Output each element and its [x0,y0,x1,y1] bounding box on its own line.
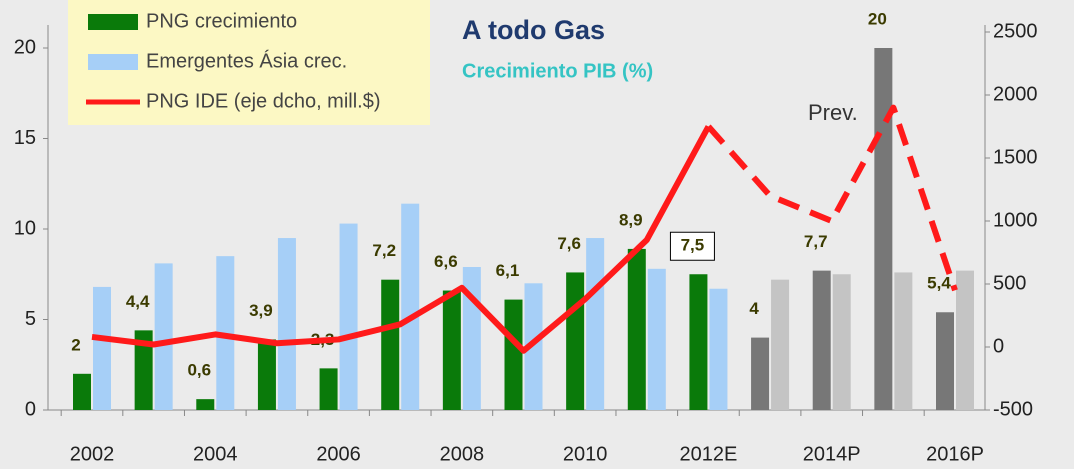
bar [134,330,153,410]
bar [771,279,790,410]
bar [936,312,954,410]
legend-label: Emergentes Ásia crec. [146,49,347,72]
bar [566,272,585,410]
line-forecast [706,104,958,292]
y2-tick-label: 2500 [993,20,1038,42]
chart-title: A todo Gas [462,15,605,45]
bar [277,238,296,410]
bar [586,238,605,410]
line [91,125,712,354]
bar [894,272,913,410]
data-label: 7,7 [804,232,828,251]
y2-tick-label: 0 [993,335,1004,357]
x-tick-label: 2016P [926,443,984,465]
bar [874,48,893,410]
legend-label: PNG crecimiento [146,10,297,32]
bar [647,268,666,410]
x-tick-label: 2014P [803,443,861,465]
bar [73,373,91,410]
bar [956,270,974,410]
chart-subtitle: Crecimiento PIB (%) [462,60,653,82]
data-label: 7,2 [372,241,396,260]
y-tick-label: 15 [14,127,36,149]
data-label: 4,4 [126,292,150,311]
bar [93,286,111,410]
data-label: 4 [749,299,759,318]
bar [709,288,728,410]
data-label: 3,9 [249,301,273,320]
data-label: 7,5 [681,236,705,255]
bar [524,283,543,410]
bar [381,279,400,410]
x-tick-label: 2002 [70,443,115,465]
bar [627,248,646,410]
y-tick-label: 10 [14,217,36,239]
bar [832,274,851,410]
x-tick-label: 2012E [680,443,738,465]
data-label: 7,6 [557,234,581,253]
x-tick-label: 2010 [563,443,608,465]
y2-tick-label: 1000 [993,209,1038,231]
bar [196,399,215,410]
y-tick-label: 20 [14,36,36,58]
bar [401,203,420,410]
bar [319,368,338,410]
y2-tick-label: 1500 [993,146,1038,168]
y2-tick-label: 2000 [993,83,1038,105]
x-tick-label: 2004 [193,443,238,465]
data-label: 2 [71,335,80,354]
bar [339,223,358,410]
bar [154,263,173,410]
bar [442,290,461,410]
x-tick-label: 2006 [316,443,361,465]
bar [751,337,770,410]
bar [504,299,523,410]
y-tick-label: 5 [25,308,36,330]
bar [812,270,831,410]
bar [689,274,708,410]
y2-tick-label: -500 [993,398,1033,420]
legend-swatch [88,14,138,30]
annotation: Prev. [808,100,858,125]
bar [257,339,276,410]
legend-label: PNG IDE (eje dcho, mill.$) [146,90,381,112]
data-label: 8,9 [619,210,643,229]
data-label: 20 [868,9,887,28]
data-label: 5,4 [927,274,951,293]
data-label: 6,6 [434,252,458,271]
label-box [669,231,715,261]
data-label: 0,6 [187,361,211,380]
y2-tick-label: 500 [993,272,1026,294]
data-label: 6,1 [496,261,520,280]
y-tick-label: 0 [25,398,36,420]
legend-swatch [88,54,138,70]
x-tick-label: 2008 [440,443,485,465]
